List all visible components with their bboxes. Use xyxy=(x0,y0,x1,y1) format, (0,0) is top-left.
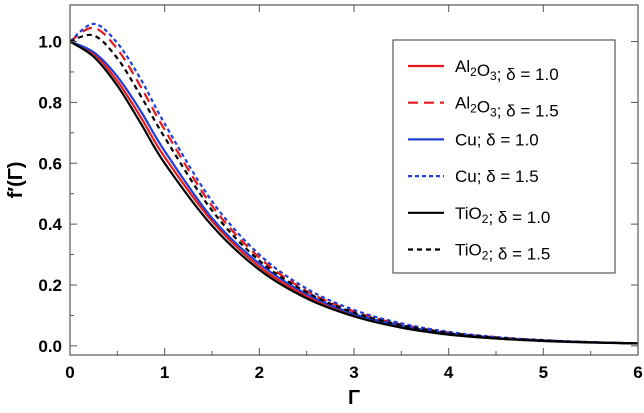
x-axis-title: Γ xyxy=(348,387,360,409)
legend-label-6: TiO2; δ = 1.5 xyxy=(455,241,550,264)
x-tick-label: 4 xyxy=(444,363,454,382)
y-tick-label: 1.0 xyxy=(38,33,62,52)
y-tick-label: 0.6 xyxy=(38,154,62,173)
y-axis-title: f′(Γ) xyxy=(5,162,27,199)
legend-label-1: Al2O3; δ = 1.0 xyxy=(455,57,559,84)
y-tick-label: 0.4 xyxy=(38,215,62,234)
x-tick-label: 1 xyxy=(160,363,169,382)
y-tick-label: 0.0 xyxy=(38,337,62,356)
x-tick-label: 0 xyxy=(65,363,74,382)
x-tick-label: 2 xyxy=(255,363,264,382)
series-layer xyxy=(70,22,638,345)
legend-label-4: Cu; δ = 1.5 xyxy=(455,167,539,186)
x-tick-label: 5 xyxy=(539,363,548,382)
legend-label-2: Al2O3; δ = 1.5 xyxy=(455,94,559,121)
x-tick-label: 3 xyxy=(349,363,358,382)
x-tick-label: 6 xyxy=(633,363,642,382)
legend-label-3: Cu; δ = 1.0 xyxy=(455,130,539,149)
series-line-6 xyxy=(70,33,638,345)
y-tick-label: 0.2 xyxy=(38,276,62,295)
y-tick-label: 0.8 xyxy=(38,93,62,112)
ticks-layer: 0 1 2 3 4 5 6 0.0 0.2 0.4 0.6 0.8 1.0 xyxy=(38,5,643,382)
legend-label-5: TiO2; δ = 1.0 xyxy=(455,204,550,227)
series-line-5 xyxy=(70,40,638,345)
legend: Al2O3; δ = 1.0 Al2O3; δ = 1.5 Cu; δ = 1.0 C… xyxy=(392,39,616,274)
legend-box xyxy=(392,39,616,274)
